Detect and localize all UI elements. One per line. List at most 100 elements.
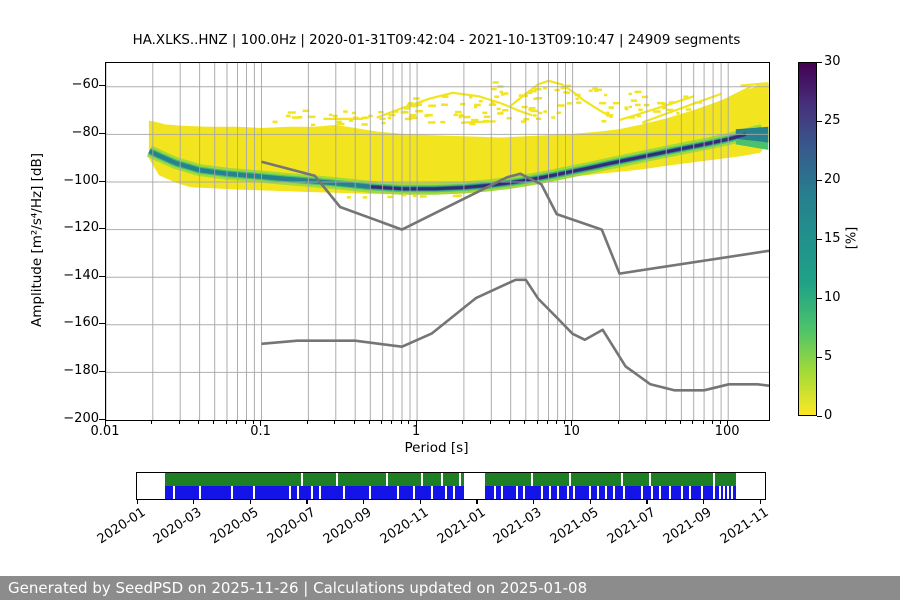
colorbar-tick-mark <box>817 179 822 181</box>
timeline-blue-gap <box>589 486 591 499</box>
colorbar-tick-mark <box>817 356 822 358</box>
colorbar-tick-label: 25 <box>824 112 841 128</box>
colorbar-tick-label: 15 <box>824 230 841 246</box>
density-speckle <box>272 120 278 124</box>
timeline-green-gap <box>621 473 623 486</box>
y-tick-label: −60 <box>71 77 99 93</box>
density-speckle <box>592 87 598 90</box>
density-wisp <box>510 79 613 119</box>
density-speckle <box>387 116 392 120</box>
density-speckle <box>474 105 478 109</box>
density-speckle <box>636 114 642 118</box>
timeline-green-gap <box>441 473 443 486</box>
density-speckle <box>403 107 410 110</box>
density-speckle <box>343 110 348 113</box>
timeline-blue-segment <box>485 486 736 499</box>
timeline-blue-gap <box>659 486 661 499</box>
density-speckle <box>352 116 359 120</box>
density-speckle <box>307 115 316 119</box>
density-speckle <box>500 111 504 115</box>
density-speckle <box>428 121 436 124</box>
timeline-blue-gap <box>731 486 733 499</box>
timeline-blue-gap <box>173 486 175 499</box>
density-speckle <box>528 107 536 110</box>
density-speckle <box>332 114 338 118</box>
density-speckle <box>666 108 674 112</box>
timeline-blue-gap <box>311 486 313 499</box>
density-speckle <box>676 111 680 115</box>
density-speckle <box>478 99 483 103</box>
x-tick-mark <box>260 420 262 426</box>
y-tick-label: −140 <box>63 267 99 283</box>
nhnm-line <box>261 160 769 275</box>
x-minor-tick-mark <box>178 420 180 424</box>
timeline-month-label: 2020-03 <box>151 505 205 548</box>
density-wisp <box>740 82 769 87</box>
timeline-blue-gap <box>453 486 455 499</box>
density-speckle <box>532 114 537 117</box>
density-speckle <box>608 106 614 109</box>
density-speckle <box>528 108 532 111</box>
x-minor-tick-mark <box>556 420 558 424</box>
density-speckle <box>378 110 384 114</box>
density-speckle <box>429 104 436 107</box>
colorbar-tick-mark <box>817 415 822 417</box>
timeline-blue-gap <box>567 486 569 499</box>
density-speckle <box>557 104 565 107</box>
timeline-coverage-bar <box>136 472 766 500</box>
x-minor-tick-mark <box>547 420 549 424</box>
density-speckle <box>628 105 632 109</box>
density-speckle <box>297 116 303 119</box>
x-minor-tick-mark <box>353 420 355 424</box>
timeline-blue-gap <box>343 486 345 499</box>
density-speckle <box>710 116 718 119</box>
timeline-blue-gap <box>681 486 683 499</box>
timeline-month-tick <box>249 499 251 504</box>
x-tick-label: 0.01 <box>90 424 120 439</box>
colorbar-tick-label: 10 <box>824 289 841 305</box>
x-minor-tick-mark <box>408 420 410 424</box>
y-tick-label: −200 <box>63 410 99 426</box>
x-minor-tick-mark <box>509 420 511 424</box>
density-speckle <box>285 114 291 118</box>
density-speckle <box>521 120 525 123</box>
x-minor-tick-mark <box>692 420 694 424</box>
y-tick-label: −100 <box>63 172 99 188</box>
density-speckle <box>443 95 448 98</box>
density-speckle <box>302 109 310 113</box>
x-minor-tick-mark <box>719 420 721 424</box>
density-speckle <box>419 100 423 104</box>
density-speckle <box>694 101 702 104</box>
x-minor-tick-mark <box>400 420 402 424</box>
density-speckle <box>346 196 351 199</box>
timeline-blue-gap <box>623 486 625 499</box>
density-speckle <box>453 113 459 117</box>
timeline-month-tick <box>533 499 535 504</box>
timeline-green-segment <box>165 473 464 486</box>
density-speckle <box>362 196 368 199</box>
density-speckle <box>459 113 463 117</box>
density-speckle <box>388 113 396 117</box>
x-tick-mark <box>104 420 106 426</box>
timeline-green-gap <box>301 473 303 486</box>
x-minor-tick-mark <box>564 420 566 424</box>
density-speckle <box>441 103 445 106</box>
density-speckle <box>361 123 368 126</box>
y-tick-mark <box>99 228 105 230</box>
x-minor-tick-mark <box>617 420 619 424</box>
timeline-green-gap <box>569 473 571 486</box>
x-minor-tick-mark <box>489 420 491 424</box>
nlnm-line <box>261 278 769 392</box>
x-minor-tick-mark <box>306 420 308 424</box>
density-speckle <box>400 111 409 114</box>
colorbar-tick-label: 20 <box>824 171 841 187</box>
colorbar-tick-mark <box>817 297 822 299</box>
x-minor-tick-mark <box>244 420 246 424</box>
density-speckle <box>482 111 488 115</box>
timeline-blue-gap <box>397 486 399 499</box>
density-speckle <box>576 101 582 104</box>
density-speckle <box>612 101 620 105</box>
timeline-blue-gap <box>613 486 615 499</box>
x-minor-tick-mark <box>381 420 383 424</box>
density-speckle <box>352 111 356 115</box>
